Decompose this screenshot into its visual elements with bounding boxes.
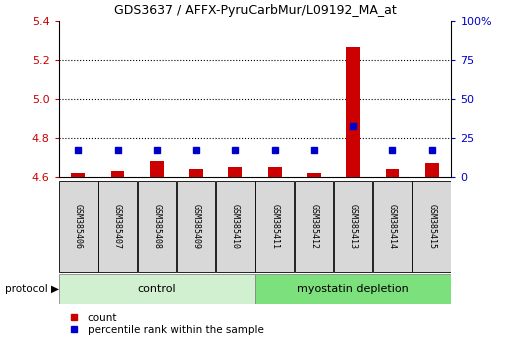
Bar [306,173,320,177]
Text: myostatin depletion: myostatin depletion [297,284,408,295]
Title: GDS3637 / AFFX-PyruCarbMur/L09192_MA_at: GDS3637 / AFFX-PyruCarbMur/L09192_MA_at [114,4,395,17]
Text: GSM385409: GSM385409 [191,204,200,249]
Text: GSM385415: GSM385415 [427,204,435,249]
Bar [294,181,332,272]
Bar [216,181,254,272]
Text: control: control [137,284,176,295]
Text: GSM385412: GSM385412 [309,204,318,249]
Bar [228,167,242,177]
Bar [59,181,97,272]
Bar [71,173,85,177]
Bar [150,161,163,177]
Text: protocol ▶: protocol ▶ [5,284,59,295]
Bar [346,47,359,177]
Bar [267,167,281,177]
Bar [333,181,372,272]
Bar [254,274,450,304]
Bar [424,163,438,177]
Text: GSM385413: GSM385413 [348,204,357,249]
Bar [412,181,450,272]
Bar [110,171,124,177]
Bar [59,274,254,304]
Bar [373,181,411,272]
Bar [255,181,293,272]
Text: GSM385414: GSM385414 [387,204,396,249]
Text: GSM385406: GSM385406 [74,204,82,249]
Text: GSM385407: GSM385407 [113,204,122,249]
Bar [177,181,215,272]
Bar [98,181,136,272]
Bar [385,169,399,177]
Text: GSM385410: GSM385410 [231,204,239,249]
Bar [189,169,203,177]
Bar [137,181,176,272]
Text: GSM385411: GSM385411 [270,204,278,249]
Legend: count, percentile rank within the sample: count, percentile rank within the sample [64,313,263,335]
Text: GSM385408: GSM385408 [152,204,161,249]
